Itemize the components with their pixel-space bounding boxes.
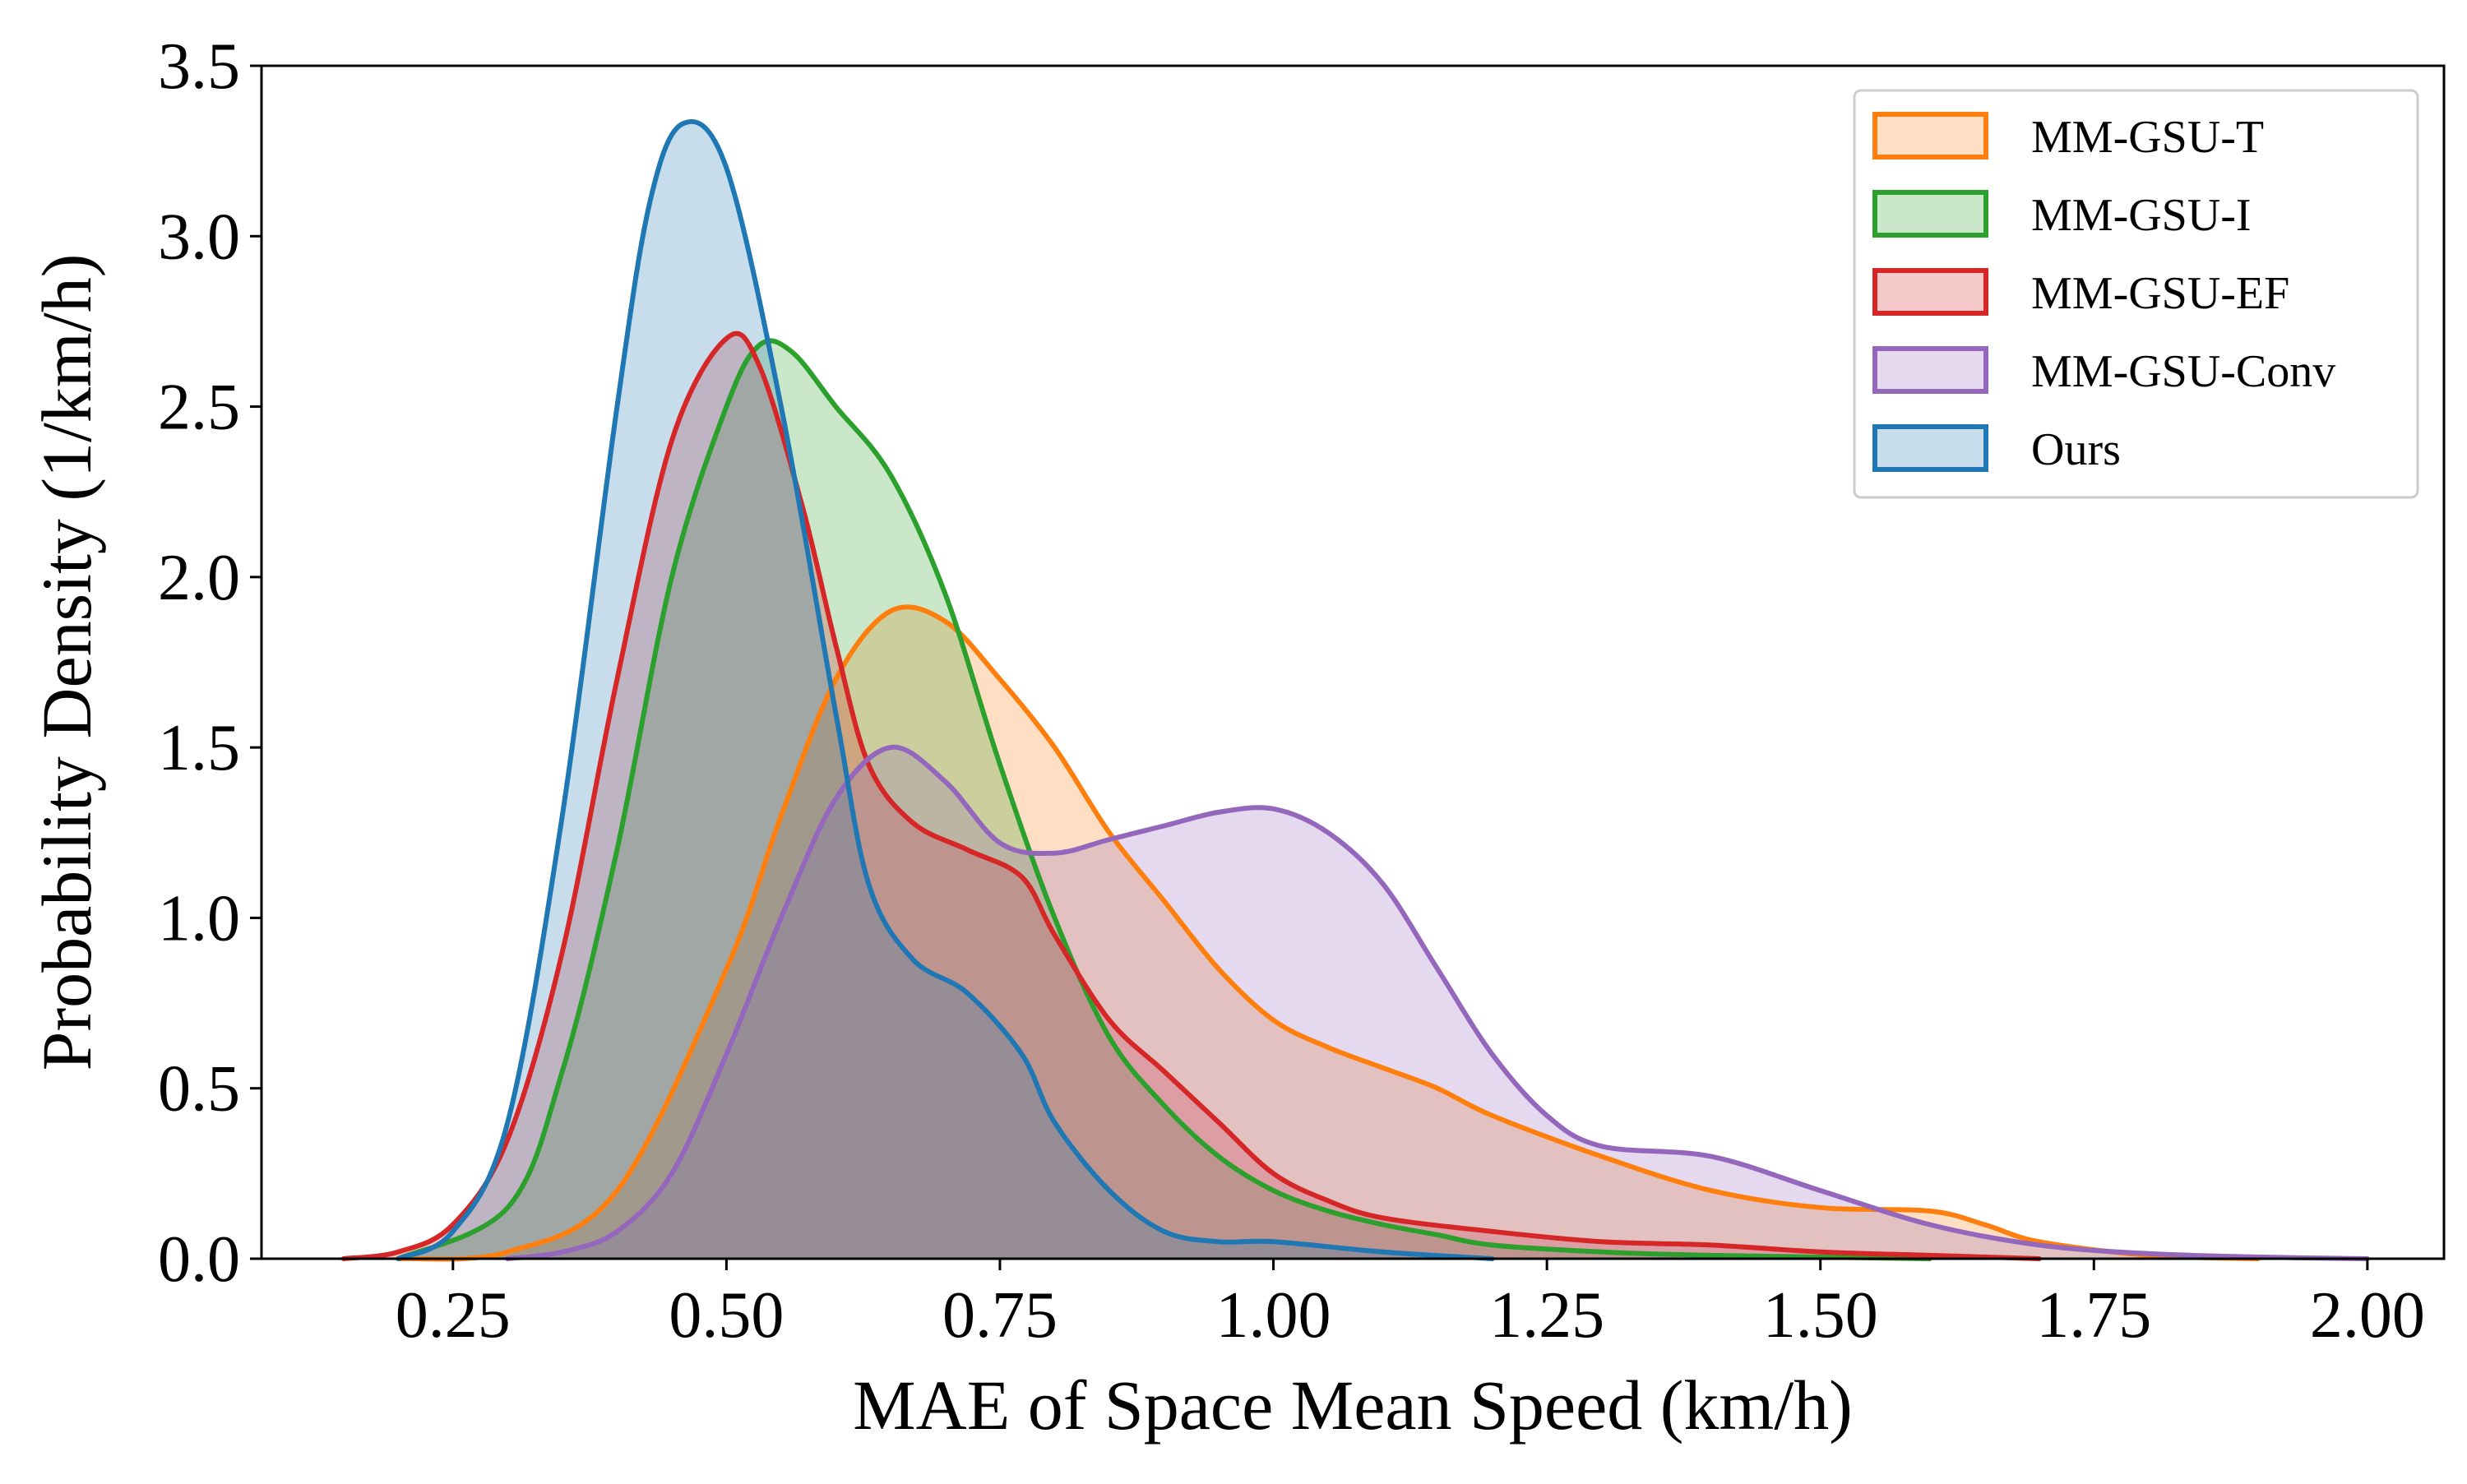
y-tick-label: 2.0 (158, 542, 240, 614)
density-line-mm-gsu-t (396, 604, 2261, 1262)
legend-swatch-ours (1872, 424, 1988, 472)
legend-label-mm-gsu-t: MM-GSU-T (2031, 112, 2264, 163)
legend-box (1853, 89, 2419, 499)
legend-swatch-mm-gsu-i (1872, 190, 1988, 238)
density-area-mm-gsu-t (398, 607, 2258, 1260)
density-line-mm-gsu-i (396, 338, 1932, 1261)
y-tick-label: 2.5 (158, 372, 240, 444)
density-line-mm-gsu-ef (340, 331, 2042, 1261)
y-tick-label: 3.5 (158, 30, 240, 103)
y-tick-label: 1.5 (158, 712, 240, 784)
density-area-mm-gsu-conv (507, 747, 2367, 1259)
legend-swatch-mm-gsu-t (1872, 112, 1988, 159)
x-tick-label: 1.25 (1489, 1279, 1604, 1352)
y-axis-ticks: 0.0 0.5 1.0 1.5 2.0 2.5 3.0 3.5 (158, 30, 262, 1296)
legend: MM-GSU-T MM-GSU-I MM-GSU-EF MM-GSU-Conv Ours (1853, 89, 2419, 499)
density-line-mm-gsu-conv (505, 744, 2370, 1261)
density-area-mm-gsu-ef (343, 333, 2039, 1259)
legend-label-mm-gsu-ef: MM-GSU-EF (2031, 268, 2289, 319)
y-tick-label: 1.0 (158, 882, 240, 955)
density-area-mm-gsu-i (398, 340, 1930, 1259)
legend-swatch-mm-gsu-ef (1872, 268, 1988, 316)
x-axis-ticks: 0.25 0.50 0.75 1.00 1.25 1.50 1.75 2.00 (396, 1259, 2425, 1352)
legend-label-mm-gsu-conv: MM-GSU-Conv (2031, 346, 2335, 397)
density-fills (343, 121, 2367, 1260)
density-lines (340, 118, 2370, 1262)
x-tick-label: 1.50 (1763, 1279, 1878, 1352)
legend-label-mm-gsu-i: MM-GSU-I (2031, 190, 2252, 241)
x-tick-label: 2.00 (2310, 1279, 2425, 1352)
x-tick-label: 1.00 (1216, 1279, 1331, 1352)
x-tick-label: 0.75 (942, 1279, 1058, 1352)
x-axis-label: MAE of Space Mean Speed (km/h) (853, 1366, 1853, 1445)
y-tick-label: 0.5 (158, 1053, 240, 1126)
x-tick-label: 0.25 (396, 1279, 511, 1352)
density-area-ours (398, 121, 1493, 1259)
y-tick-label: 3.0 (158, 201, 240, 273)
plot-frame (260, 64, 2446, 1260)
density-line-ours (396, 118, 1495, 1261)
x-tick-label: 0.50 (669, 1279, 784, 1352)
legend-label-ours: Ours (2031, 424, 2121, 475)
y-tick-label: 0.0 (158, 1223, 240, 1296)
y-axis-label: Probability Density (1/km/h) (27, 254, 106, 1071)
x-tick-label: 1.75 (2036, 1279, 2151, 1352)
legend-swatch-mm-gsu-conv (1872, 346, 1988, 394)
